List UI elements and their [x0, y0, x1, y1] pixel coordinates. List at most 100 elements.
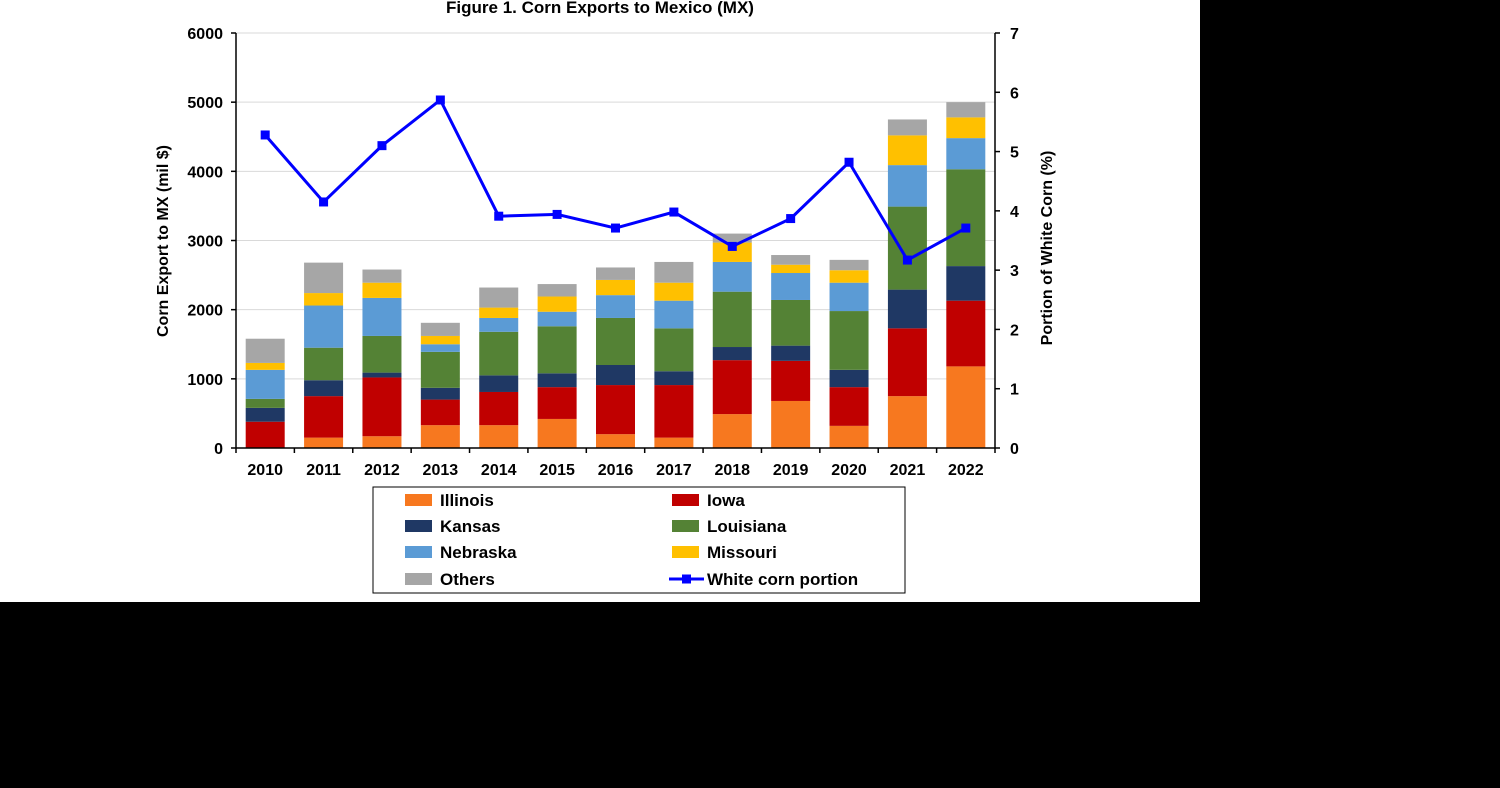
bar-illinois-2019: [771, 400, 811, 448]
point-white-corn-2020: [844, 157, 854, 167]
bar-missouri-2018: [712, 242, 752, 262]
bar-nebraska-2014: [479, 317, 519, 332]
y2-tick-label-7: 7: [1010, 26, 1019, 43]
bar-nebraska-2017: [654, 300, 694, 329]
bar-louisiana-2018: [712, 291, 752, 348]
bar-illinois-2016: [596, 434, 635, 448]
bar-iowa-2019: [771, 360, 811, 401]
y2-tick-label-5: 5: [1010, 145, 1019, 162]
y-axis-label: Corn Export to MX (mil $): [155, 145, 172, 337]
bar-others-2021: [887, 119, 927, 136]
x-tick-label-2016: 2016: [598, 462, 634, 479]
bar-illinois-2022: [946, 366, 986, 448]
bar-kansas-2020: [829, 369, 869, 388]
bar-illinois-2014: [479, 425, 519, 448]
bar-iowa-2014: [479, 391, 519, 426]
bar-iowa-2020: [829, 387, 869, 426]
white-corn-line: [260, 95, 971, 265]
point-white-corn-2021: [902, 255, 912, 265]
bar-missouri-2010: [245, 362, 285, 370]
bar-iowa-2017: [654, 385, 694, 438]
axes: [231, 32, 1000, 453]
bar-iowa-2013: [420, 399, 460, 426]
bar-kansas-2019: [771, 345, 811, 361]
bar-others-2012: [362, 269, 402, 283]
legend-marker-white-corn-portion: [682, 574, 691, 584]
bar-others-2022: [946, 102, 986, 118]
bar-kansas-2013: [420, 387, 460, 400]
bar-missouri-2022: [946, 117, 986, 139]
y-tick-label-3000: 3000: [187, 234, 223, 251]
bar-iowa-2021: [887, 328, 927, 397]
legend-swatch-iowa: [672, 494, 699, 506]
bar-iowa-2022: [946, 300, 986, 367]
bar-kansas-2022: [946, 266, 986, 301]
bar-illinois-2017: [654, 437, 694, 448]
y2-axis-label: Portion of White Corn (%): [1039, 151, 1056, 346]
bar-illinois-2018: [712, 414, 752, 448]
bar-others-2015: [537, 284, 577, 297]
chart-title: Figure 1. Corn Exports to Mexico (MX): [446, 0, 754, 17]
bar-nebraska-2015: [537, 311, 577, 327]
x-tick-label-2018: 2018: [714, 462, 750, 479]
bar-kansas-2014: [479, 375, 519, 392]
bar-nebraska-2021: [887, 165, 927, 207]
y-tick-label-4000: 4000: [187, 164, 223, 181]
point-white-corn-2013: [435, 95, 445, 105]
bar-kansas-2017: [654, 371, 694, 386]
x-tick-label-2022: 2022: [948, 462, 984, 479]
bar-kansas-2016: [596, 365, 635, 386]
bar-others-2010: [245, 338, 285, 363]
bar-louisiana-2021: [887, 206, 927, 290]
bar-iowa-2018: [712, 360, 752, 415]
point-white-corn-2015: [552, 209, 562, 219]
legend-swatch-louisiana: [672, 520, 699, 532]
bar-nebraska-2019: [771, 273, 811, 300]
bar-nebraska-2018: [712, 261, 752, 292]
legend-label-others: Others: [440, 570, 495, 589]
bar-others-2014: [479, 287, 519, 308]
bar-kansas-2012: [362, 372, 402, 378]
bar-others-2019: [771, 255, 811, 265]
x-tick-label-2013: 2013: [423, 462, 459, 479]
bar-missouri-2017: [654, 282, 694, 301]
point-white-corn-2018: [727, 241, 737, 251]
bar-missouri-2019: [771, 264, 811, 274]
y-tick-label-6000: 6000: [187, 26, 223, 43]
bar-nebraska-2010: [245, 369, 285, 399]
y2-tick-label-0: 0: [1010, 441, 1019, 458]
bar-iowa-2016: [596, 385, 635, 435]
bar-kansas-2010: [245, 407, 285, 422]
bar-louisiana-2010: [245, 398, 285, 408]
bar-illinois-2021: [887, 396, 927, 448]
legend-label-nebraska: Nebraska: [440, 543, 517, 562]
x-tick-label-2021: 2021: [890, 462, 926, 479]
bar-illinois-2015: [537, 418, 577, 448]
bar-missouri-2014: [479, 307, 519, 318]
x-tick-label-2019: 2019: [773, 462, 809, 479]
point-white-corn-2017: [669, 207, 679, 217]
legend-label-louisiana: Louisiana: [707, 517, 787, 536]
bar-kansas-2011: [304, 380, 344, 397]
bar-iowa-2011: [304, 396, 344, 438]
bar-stacks: [245, 102, 986, 448]
y2-tick-label-2: 2: [1010, 322, 1019, 339]
legend-swatch-nebraska: [405, 546, 432, 558]
bar-others-2017: [654, 261, 694, 283]
bar-others-2020: [829, 259, 869, 271]
bar-missouri-2015: [537, 296, 577, 312]
legend-label-illinois: Illinois: [440, 491, 494, 510]
bar-nebraska-2011: [304, 305, 344, 348]
bar-louisiana-2017: [654, 328, 694, 372]
y2-tick-label-1: 1: [1010, 382, 1019, 399]
bar-illinois-2012: [362, 436, 402, 448]
bar-missouri-2012: [362, 282, 402, 298]
chart-svg: Figure 1. Corn Exports to Mexico (MX) 0 1…: [155, 0, 1056, 594]
bar-missouri-2020: [829, 270, 869, 283]
point-white-corn-2016: [611, 223, 620, 233]
point-white-corn-2010: [260, 130, 270, 140]
bar-louisiana-2011: [304, 347, 344, 381]
legend-box: [372, 486, 906, 594]
legend-swatch-kansas: [405, 520, 432, 532]
bar-missouri-2021: [887, 135, 927, 166]
